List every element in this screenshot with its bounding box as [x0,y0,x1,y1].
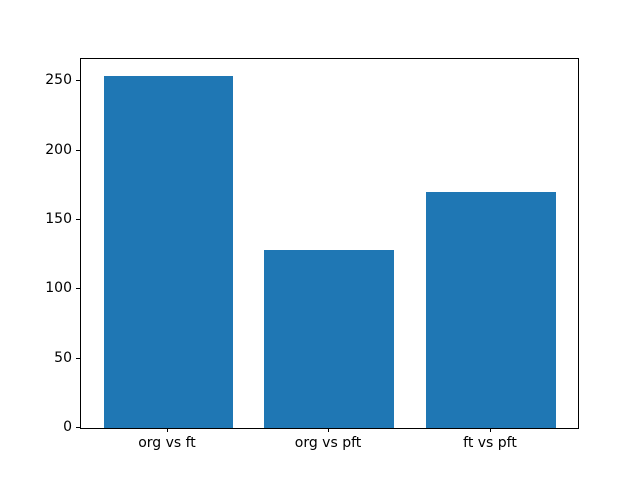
y-axis-tick-label: 100 [45,280,72,296]
y-axis-tick-label: 250 [45,72,72,88]
x-axis-category-label: ft vs pft [463,435,517,451]
bar-org-vs-ft [103,75,234,428]
y-axis-tick-mark [76,219,80,220]
bar-org-vs-pft [264,250,394,428]
y-axis-tick-label: 200 [45,142,72,158]
y-axis-tick-label: 50 [54,350,72,366]
y-axis-tick-label: 0 [63,419,72,435]
bar-ft-vs-pft [426,192,556,428]
x-axis-category-label: org vs ft [138,435,196,451]
y-axis-tick-mark [76,358,80,359]
plot-area [80,58,579,429]
x-axis-tick-mark [328,428,329,432]
y-axis-tick-label: 150 [45,211,72,227]
x-axis-category-label: org vs pft [294,435,362,451]
x-axis-tick-mark [490,428,491,432]
y-axis-tick-mark [76,150,80,151]
y-axis-tick-mark [76,288,80,289]
y-axis-tick-mark [76,80,80,81]
y-axis-tick-mark [76,427,80,428]
x-axis-tick-mark [167,428,168,432]
